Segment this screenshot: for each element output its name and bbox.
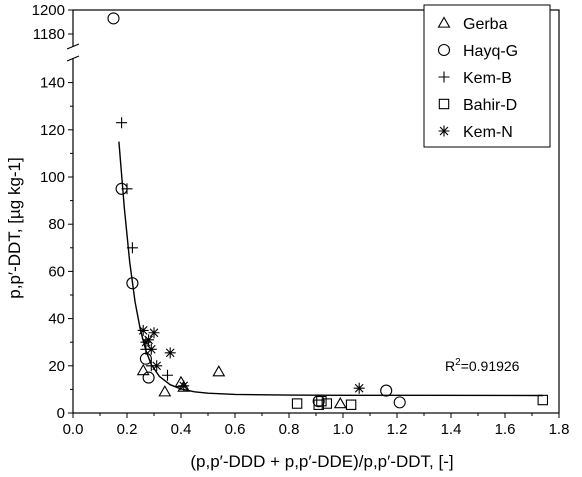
axis-break-gap — [67, 47, 79, 58]
y-tick-label: 1180 — [33, 26, 65, 43]
x-tick-label: 1.6 — [495, 421, 516, 438]
marker-circle — [380, 384, 393, 397]
axis-break-mark — [66, 43, 80, 50]
y-tick-label: 140 — [40, 75, 65, 92]
marker-asterisk — [164, 347, 176, 359]
y-tick-label: 40 — [48, 311, 65, 328]
marker-asterisk — [178, 380, 190, 392]
marker-triangle — [158, 385, 172, 397]
legend-item-bahir-d: Bahir-D — [438, 97, 517, 114]
legend-item-kem-b: Kem-B — [438, 70, 512, 87]
series-kem-n — [137, 324, 365, 394]
axes: 0.0 0.2 0.4 0.6 0.8 1.0 1.2 1.4 1.6 1.8 0 20 40 60 80 1… — [32, 2, 570, 438]
marker-asterisk — [145, 343, 157, 355]
legend-box — [423, 4, 551, 148]
marker-triangle — [212, 365, 226, 377]
x-axis-title: (p,p′-DDD + p,p′-DDE)/p,p′-DDT, [-] — [190, 452, 453, 471]
y-tick-label: 20 — [48, 358, 65, 375]
x-tick-label: 0.2 — [117, 421, 138, 438]
y-tick-label: 120 — [40, 122, 65, 139]
marker-square — [291, 398, 303, 409]
y-tick-label: 100 — [40, 169, 65, 186]
marker-square — [316, 395, 327, 407]
y-axis-title: p,p′-DDT, [µg kg-1] — [5, 157, 24, 298]
fit-curve — [118, 141, 543, 397]
y-tick-label: 60 — [48, 263, 65, 280]
x-tick-label: 1.4 — [441, 421, 462, 438]
y-tick-label: 0 — [57, 405, 65, 422]
marker-triangle — [136, 363, 150, 376]
marker-asterisk — [148, 327, 160, 339]
marker-square — [345, 399, 357, 410]
marker-circle — [393, 396, 406, 409]
marker-square — [313, 399, 324, 410]
y-tick-label: 80 — [48, 216, 65, 233]
legend-label: Kem-N — [463, 124, 513, 141]
x-tick-label: 0.4 — [171, 421, 192, 438]
series-bahir-d — [291, 394, 549, 410]
y-tick-label: 1200 — [32, 2, 65, 19]
legend-item-kem-n: Kem-N — [438, 124, 513, 141]
marker-triangle — [333, 396, 347, 409]
x-tick-label: 1.8 — [549, 421, 570, 438]
marker-circle — [437, 43, 451, 57]
legend-label: Kem-B — [463, 70, 512, 87]
x-tick-label: 1.0 — [333, 421, 354, 438]
marker-asterisk — [151, 360, 163, 372]
marker-asterisk — [438, 125, 450, 137]
legend-label: Hayq-G — [463, 43, 518, 60]
x-tick-label: 0.8 — [279, 421, 300, 438]
axis-break-mark — [66, 55, 80, 62]
marker-circle — [142, 371, 155, 384]
marker-asterisk — [353, 382, 365, 394]
series-hayq-g — [107, 12, 406, 409]
marker-circle — [107, 12, 120, 25]
marker-plus — [162, 369, 173, 381]
legend-item-hayq-g: Hayq-G — [437, 43, 518, 60]
legend-item-gerba: Gerba — [437, 16, 508, 33]
marker-plus — [438, 71, 450, 83]
legend: Gerba Hayq-G Kem-B Bahir-D Kem-N — [423, 4, 551, 148]
series-gerba — [136, 363, 347, 409]
marker-asterisk — [137, 324, 149, 336]
x-tick-label: 1.2 — [387, 421, 408, 438]
marker-square — [537, 394, 549, 406]
marker-asterisk — [143, 334, 155, 346]
legend-label: Gerba — [463, 16, 508, 33]
marker-plus — [116, 117, 128, 129]
x-tick-label: 0.0 — [63, 421, 84, 438]
legend-label: Bahir-D — [463, 97, 517, 114]
marker-square — [321, 398, 333, 409]
r-squared-annotation: R2=0.91926 — [445, 357, 520, 374]
marker-triangle — [437, 16, 451, 28]
x-tick-label: 0.6 — [225, 421, 246, 438]
marker-square — [438, 98, 450, 110]
